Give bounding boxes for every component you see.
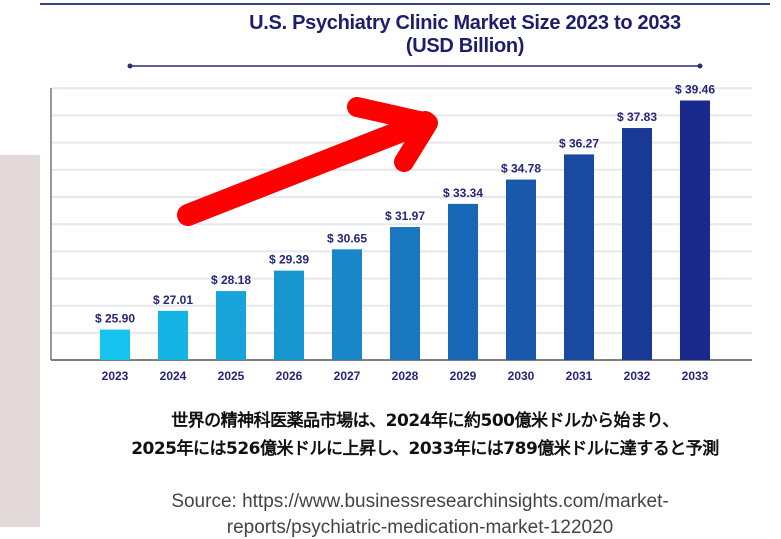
data-label: $ 34.78	[501, 162, 541, 176]
x-tick-label: 2029	[450, 369, 477, 383]
bar-2032	[622, 128, 652, 360]
chart-subtitle: (USD Billion)	[405, 35, 525, 57]
data-label: $ 36.27	[559, 136, 599, 150]
bar-2027	[332, 249, 362, 360]
x-tick-label: 2033	[682, 369, 709, 383]
data-label: $ 28.18	[211, 273, 251, 287]
x-tick-label: 2027	[334, 369, 361, 383]
top-divider	[40, 3, 770, 5]
x-tick-label: 2030	[508, 369, 535, 383]
data-label: $ 27.01	[153, 293, 193, 307]
bar-2029	[448, 203, 478, 360]
x-tick-label: 2028	[392, 369, 419, 383]
x-tick-label: 2032	[624, 369, 651, 383]
divider-dot	[127, 63, 133, 69]
bar-2033	[680, 100, 710, 360]
bar-2028	[390, 227, 420, 360]
bar-2030	[506, 179, 536, 360]
background-panel	[0, 155, 40, 527]
data-label: $ 33.34	[443, 186, 483, 200]
bar-2023	[100, 329, 130, 360]
x-tick-label: 2023	[102, 369, 129, 383]
bar-2025	[216, 291, 246, 360]
bar-2026	[274, 270, 304, 360]
bar-2024	[158, 310, 188, 360]
x-tick-label: 2024	[160, 369, 187, 383]
data-label: $ 37.83	[617, 110, 657, 124]
bar-chart: $ 25.90 2023 $ 27.01 2024 $ 28.18 2025 $ 29.39…	[50, 63, 752, 383]
red-arrow-annotation	[177, 97, 438, 226]
divider-dot	[697, 63, 703, 69]
x-tick-label: 2031	[566, 369, 593, 383]
source-line-1: Source: https://www.businessresearchinsi…	[171, 491, 669, 512]
data-label: $ 39.46	[675, 83, 715, 97]
x-tick-label: 2025	[218, 369, 245, 383]
caption-line-2: 2025年には526億米ドルに上昇し、2033年には789億米ドルに達すると予測	[131, 439, 719, 459]
caption-line-1: 世界の精神科医薬品市場は、2024年に約500億米ドルから始まり、	[171, 411, 679, 431]
data-label: $ 31.97	[385, 209, 425, 223]
chart-title: U.S. Psychiatry Clinic Market Size 2023 …	[249, 12, 681, 34]
data-label: $ 30.65	[327, 231, 367, 245]
bar-2031	[564, 154, 594, 360]
source-line-2: reports/psychiatric-medication-market-12…	[226, 517, 614, 538]
x-tick-label: 2026	[276, 369, 303, 383]
data-label: $ 25.90	[95, 312, 135, 326]
data-label: $ 29.39	[269, 253, 309, 267]
